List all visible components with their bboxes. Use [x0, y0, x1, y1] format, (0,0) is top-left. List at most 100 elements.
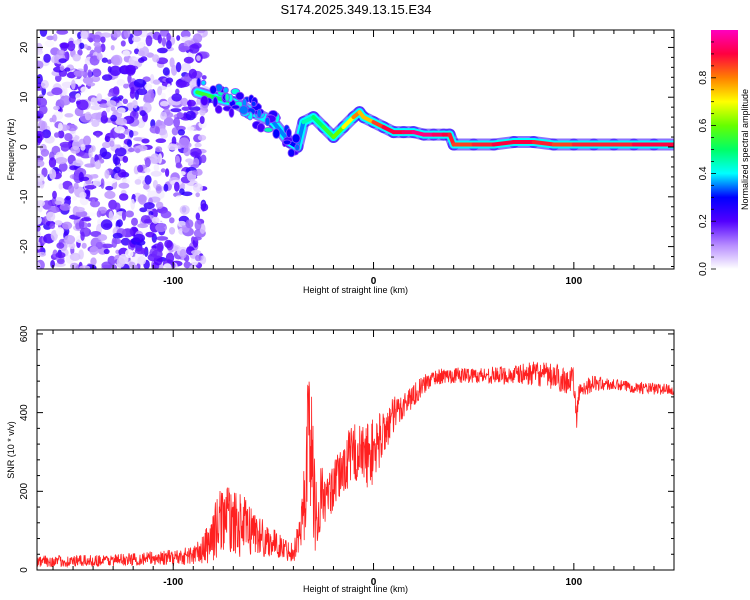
noise-blob [195, 192, 200, 198]
noise-blob [144, 175, 152, 185]
colorbar-tick-label: 0.6 [698, 118, 709, 132]
colorbar-tick-label: 0.8 [698, 70, 709, 84]
noise-blob [160, 111, 167, 120]
noise-blob [171, 93, 182, 102]
noise-blob [110, 45, 115, 51]
noise-blob [112, 232, 123, 239]
ridge-blob [196, 77, 202, 88]
snr-frame [36, 329, 675, 571]
ridge-blob [231, 104, 240, 110]
noise-blob [75, 93, 81, 100]
ridge-blob [264, 116, 271, 127]
noise-blob [43, 53, 51, 63]
noise-blob [161, 37, 167, 47]
noise-blob [115, 117, 127, 126]
noise-blob [64, 67, 71, 72]
noise-blob [178, 81, 190, 88]
noise-blob [166, 40, 172, 50]
noise-blob [137, 50, 145, 57]
noise-blob [185, 110, 196, 121]
spectrogram-ylabel: Frequency (Hz) [6, 118, 16, 180]
noise-blob [73, 40, 81, 45]
noise-blob [66, 124, 78, 132]
snr-xtick-label: -100 [163, 577, 183, 588]
noise-blob [123, 30, 131, 39]
noise-blob [119, 193, 129, 201]
ridge-blob [263, 127, 274, 133]
noise-blob [55, 227, 65, 236]
noise-blob [64, 113, 74, 118]
colorbar-ticks: 0.0 0.2 0.4 0.6 0.8 [698, 41, 716, 276]
snr-ytick-label: 400 [19, 404, 30, 421]
noise-blob [180, 63, 191, 72]
noise-blob [162, 67, 170, 76]
snr-xtick-label: 0 [371, 577, 377, 588]
ridge-core [491, 140, 516, 147]
noise-blob [72, 196, 78, 201]
noise-blob [92, 179, 102, 187]
noise-blob [170, 108, 182, 113]
noise-blob [155, 184, 162, 194]
ridge-blob [238, 105, 249, 115]
ridge-blob [287, 148, 296, 158]
noise-blob [120, 40, 126, 47]
noise-blob [69, 165, 78, 171]
noise-blob [87, 222, 92, 228]
noise-blob [80, 86, 89, 93]
ridge-core [321, 125, 336, 140]
spectrogram-xlabel: Height of straight line (km) [303, 285, 408, 295]
noise-blob [134, 179, 142, 185]
noise-blob [123, 83, 129, 89]
noise-blob [110, 106, 116, 112]
noise-blob [116, 79, 126, 86]
spec-ytick-label: 10 [19, 91, 30, 103]
noise-blob [137, 223, 149, 229]
noise-blob [37, 133, 43, 144]
noise-blob [104, 169, 110, 179]
noise-blob [174, 181, 180, 192]
noise-blob [139, 110, 146, 117]
noise-blob [37, 214, 42, 226]
noise-blob [49, 168, 57, 180]
noise-blob [194, 219, 202, 231]
noise-blob [63, 234, 76, 245]
noise-blob [188, 44, 200, 54]
noise-blob [80, 144, 86, 151]
noise-blob [101, 110, 108, 120]
noise-blob [122, 98, 128, 105]
noise-blob [55, 157, 68, 165]
noise-blob [41, 167, 48, 178]
noise-blob [90, 145, 96, 153]
noise-blob [73, 70, 85, 77]
noise-blob [108, 210, 114, 221]
noise-blob [100, 36, 106, 43]
noise-blob [183, 56, 194, 64]
noise-blob [101, 261, 113, 269]
noise-blob [76, 99, 89, 111]
ridge-blob [209, 85, 218, 95]
noise-blob [54, 200, 62, 205]
noise-blob [116, 219, 123, 228]
noise-blob [179, 205, 190, 215]
colorbar: 0.0 0.2 0.4 0.6 0.8 Normalized spectral ampl… [698, 30, 750, 276]
noise-blob [122, 50, 130, 57]
noise-blob [84, 163, 96, 168]
noise-blob [144, 167, 151, 173]
noise-blob [133, 233, 146, 243]
ridge-blob [250, 101, 257, 107]
noise-blob [185, 158, 194, 163]
noise-blob [104, 181, 113, 186]
ridge-blob [228, 107, 235, 118]
noise-blob [140, 56, 148, 62]
spec-ytick-label: -10 [19, 189, 30, 204]
ridge-blob [200, 95, 209, 106]
noise-blob [177, 129, 185, 136]
noise-blob [38, 120, 46, 131]
noise-blob [90, 112, 103, 120]
noise-blob [120, 237, 131, 246]
noise-blob [163, 183, 169, 192]
ridge-core [341, 115, 356, 130]
ridge-blob [294, 143, 301, 152]
